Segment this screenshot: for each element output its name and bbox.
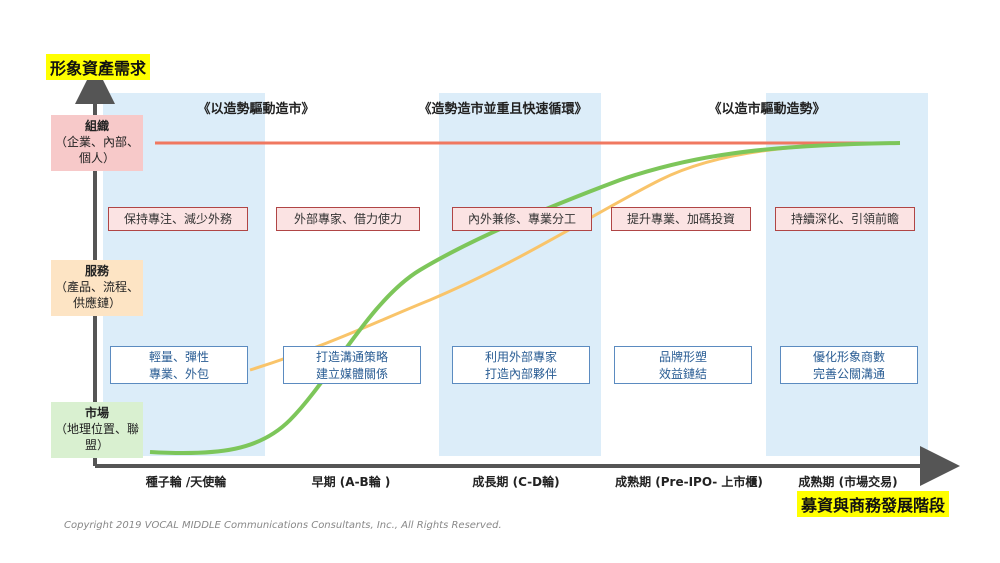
stage-label-5: 成熟期 (市場交易) (798, 475, 898, 489)
org-action-box-2: 外部專家、借力使力 (276, 207, 420, 231)
phase-header-1: 《以造勢驅動造市》 (197, 102, 315, 117)
service-action-box-2: 打造溝通策略 建立媒體關係 (283, 346, 421, 384)
level-service: 服務 （產品、流程、供應鏈） (51, 260, 143, 316)
service-action-box-4: 品牌形塑 效益鏈結 (614, 346, 752, 384)
phase-band-2 (439, 93, 601, 456)
stage-label-3: 成長期 (C-D輪) (472, 475, 560, 489)
level-service-desc: （產品、流程、供應鏈） (54, 280, 139, 310)
service-action-box-4-line2: 效益鏈結 (658, 367, 707, 381)
y-axis-title: 形象資產需求 (46, 54, 151, 80)
service-action-box-4-line1: 品牌形塑 (658, 350, 707, 364)
service-action-box-2-line1: 打造溝通策略 (315, 350, 388, 364)
level-market-title: 市場 (84, 406, 109, 420)
service-action-box-3-line2: 打造內部夥伴 (484, 367, 557, 381)
copyright-notice: Copyright 2019 VOCAL MIDDLE Communicatio… (64, 520, 502, 531)
org-action-box-5: 持續深化、引領前瞻 (775, 207, 915, 231)
level-org: 組織 （企業、內部、個人） (51, 115, 143, 171)
level-org-title: 組織 (84, 119, 109, 133)
level-market: 市場 （地理位置、聯盟） (51, 402, 143, 458)
phase-header-2: 《造勢造市並重且快速循環》 (418, 102, 588, 117)
market-curve (149, 141, 901, 456)
stage-label-4: 成熟期 (Pre-IPO- 上市櫃) (615, 475, 763, 489)
org-action-box-1: 保持專注、減少外務 (108, 207, 248, 231)
service-action-box-5-line2: 完善公關溝通 (812, 367, 885, 381)
service-action-box-1-line1: 輕量、彈性 (148, 350, 209, 364)
level-org-desc: （企業、內部、個人） (54, 135, 139, 165)
service-action-box-1: 輕量、彈性 專業、外包 (110, 346, 248, 384)
x-axis-title: 募資與商務發展階段 (797, 491, 950, 517)
service-curve (249, 141, 901, 372)
level-market-desc: （地理位置、聯盟） (54, 422, 139, 452)
service-action-box-5-line1: 優化形象商數 (812, 350, 885, 364)
service-action-box-2-line2: 建立媒體關係 (315, 367, 388, 381)
stage-label-1: 種子輪 /天使輪 (145, 475, 227, 489)
service-action-box-3-line1: 利用外部專家 (484, 350, 557, 364)
service-action-box-1-line2: 專業、外包 (148, 367, 209, 381)
level-service-title: 服務 (84, 264, 109, 278)
service-action-box-3: 利用外部專家 打造內部夥伴 (452, 346, 590, 384)
org-action-box-3: 內外兼修、專業分工 (452, 207, 592, 231)
phase-header-3: 《以造市驅動造勢》 (708, 102, 826, 117)
service-action-box-5: 優化形象商數 完善公關溝通 (780, 346, 918, 384)
org-action-box-4: 提升專業、加碼投資 (611, 207, 751, 231)
phase-band-3 (766, 93, 928, 456)
stage-label-2: 早期 (A-B輪 ) (311, 475, 391, 489)
